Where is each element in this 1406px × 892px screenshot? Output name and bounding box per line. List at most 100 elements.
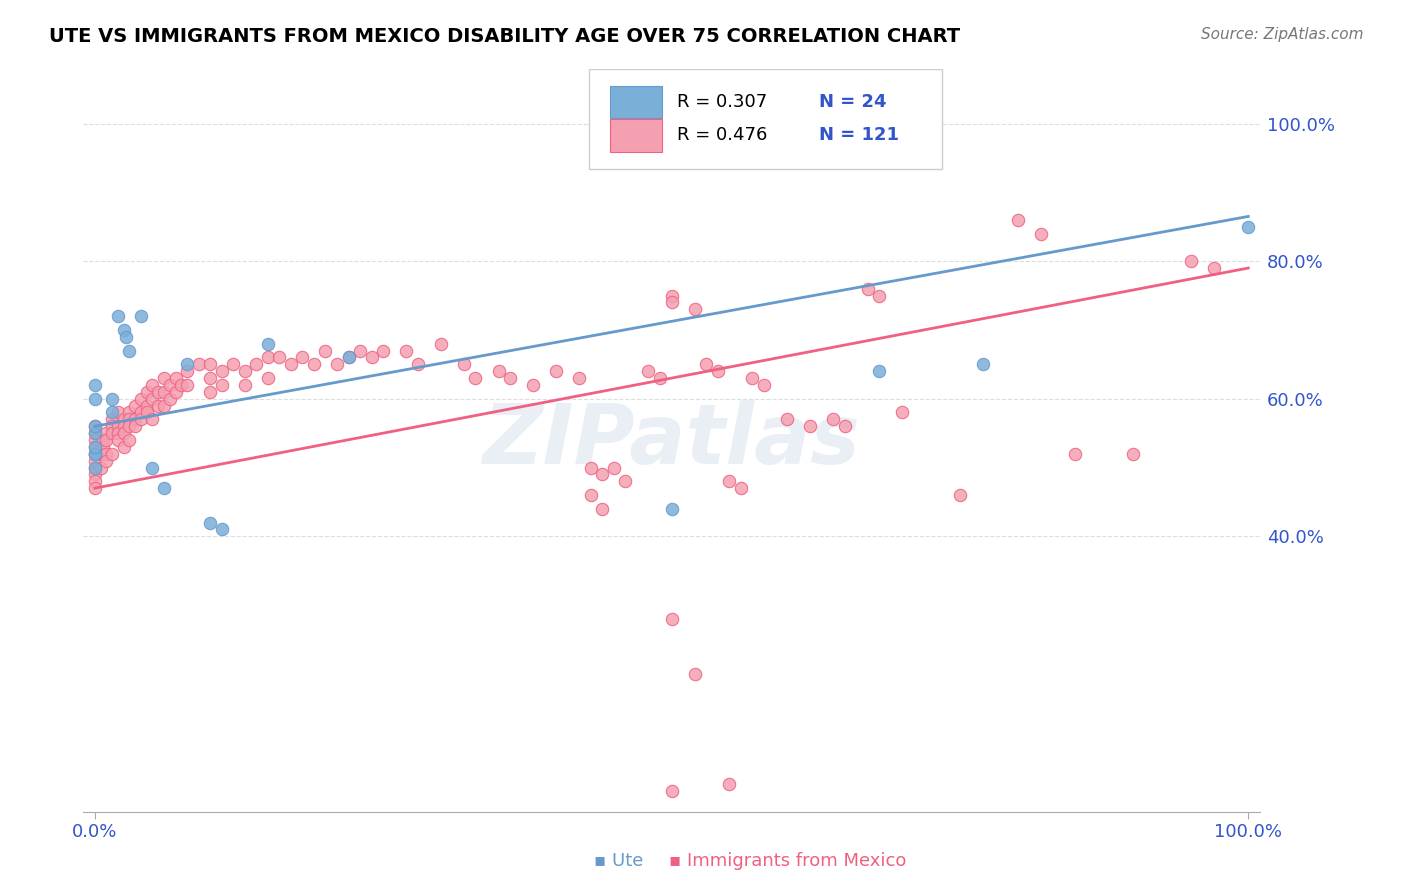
Point (453, 357, 475, 371)
Point (1237, 219, 1260, 234)
Point (141, 412, 163, 426)
Point (135, 384, 157, 399)
Point (129, 309, 152, 323)
Point (373, 343, 395, 358)
Point (141, 392, 163, 406)
Point (522, 378, 544, 392)
Point (101, 412, 124, 426)
Point (148, 384, 170, 399)
Point (821, 412, 844, 426)
Point (112, 412, 135, 426)
Point (91, 433, 114, 447)
Point (153, 481, 176, 495)
Point (83, 447, 105, 461)
Point (695, 357, 717, 371)
Point (115, 330, 138, 344)
Point (360, 351, 382, 365)
Point (661, 288, 683, 302)
Point (406, 357, 429, 371)
Point (211, 523, 233, 537)
Point (83, 419, 105, 434)
Point (198, 371, 221, 385)
Point (198, 357, 221, 371)
Point (90, 447, 112, 461)
Point (395, 343, 418, 358)
Point (256, 336, 278, 351)
Point (291, 351, 314, 365)
Point (170, 378, 193, 392)
Point (101, 419, 124, 434)
Point (891, 405, 914, 419)
Point (591, 467, 613, 482)
Text: N = 121: N = 121 (818, 127, 898, 145)
Point (337, 351, 360, 365)
Point (1007, 212, 1029, 227)
Point (198, 516, 221, 530)
Point (269, 351, 291, 365)
Point (245, 357, 267, 371)
Point (107, 426, 129, 441)
Point (153, 384, 176, 399)
Point (430, 336, 453, 351)
Point (314, 343, 336, 358)
Point (118, 412, 141, 426)
Point (96, 447, 118, 461)
Point (83, 426, 105, 441)
Point (603, 460, 626, 475)
Point (165, 371, 187, 385)
Point (112, 426, 135, 441)
Point (96, 426, 118, 441)
Point (337, 351, 360, 365)
Point (129, 412, 152, 426)
Point (499, 371, 522, 385)
Point (868, 364, 890, 378)
Point (83, 392, 105, 406)
Point (135, 399, 157, 413)
Point (129, 405, 152, 419)
Point (856, 282, 879, 296)
Point (198, 384, 221, 399)
Point (118, 405, 141, 419)
Point (112, 323, 135, 337)
Point (187, 357, 209, 371)
Point (256, 371, 278, 385)
Point (176, 378, 198, 392)
Point (83, 475, 105, 489)
Point (280, 357, 302, 371)
Point (1064, 447, 1087, 461)
Text: Source: ZipAtlas.com: Source: ZipAtlas.com (1201, 27, 1364, 42)
Point (101, 447, 124, 461)
Point (706, 364, 728, 378)
Point (83, 433, 105, 447)
Point (233, 364, 256, 378)
Point (464, 371, 486, 385)
Point (741, 371, 763, 385)
Point (91, 440, 114, 454)
Text: N = 24: N = 24 (818, 93, 886, 111)
Point (83, 481, 105, 495)
Point (579, 460, 602, 475)
Point (579, 488, 602, 502)
Point (83, 460, 105, 475)
Text: UTE VS IMMIGRANTS FROM MEXICO DISABILITY AGE OVER 75 CORRELATION CHART: UTE VS IMMIGRANTS FROM MEXICO DISABILITY… (49, 27, 960, 45)
Point (83, 426, 105, 441)
Point (1180, 254, 1202, 268)
Point (153, 399, 176, 413)
Point (176, 364, 198, 378)
Point (107, 309, 129, 323)
FancyBboxPatch shape (610, 119, 662, 152)
Point (124, 412, 146, 426)
Point (834, 419, 856, 434)
Point (118, 343, 141, 358)
Point (546, 364, 568, 378)
Point (83, 440, 105, 454)
Point (591, 501, 613, 516)
Point (124, 399, 146, 413)
Point (118, 419, 141, 434)
Point (159, 378, 181, 392)
Point (112, 419, 135, 434)
Point (101, 392, 124, 406)
Point (683, 667, 706, 681)
Point (211, 364, 233, 378)
Point (949, 488, 972, 502)
